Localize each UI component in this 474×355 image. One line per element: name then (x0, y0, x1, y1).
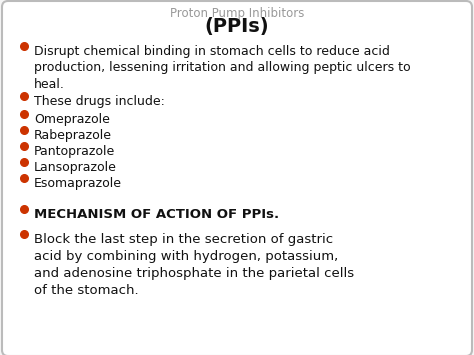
Text: These drugs include:: These drugs include: (34, 95, 165, 108)
Text: Lansoprazole: Lansoprazole (34, 161, 117, 174)
Text: Disrupt chemical binding in stomach cells to reduce acid
production, lessening i: Disrupt chemical binding in stomach cell… (34, 45, 410, 91)
Text: Omeprazole: Omeprazole (34, 113, 110, 126)
Text: (PPIs): (PPIs) (205, 17, 269, 36)
Text: Pantoprazole: Pantoprazole (34, 145, 115, 158)
Text: Esomaprazole: Esomaprazole (34, 177, 122, 190)
Text: Rabeprazole: Rabeprazole (34, 129, 112, 142)
Text: MECHANISM OF ACTION OF PPIs.: MECHANISM OF ACTION OF PPIs. (34, 208, 279, 221)
Text: Proton Pump Inhibitors: Proton Pump Inhibitors (170, 7, 304, 20)
Text: Block the last step in the secretion of gastric
acid by combining with hydrogen,: Block the last step in the secretion of … (34, 233, 354, 297)
